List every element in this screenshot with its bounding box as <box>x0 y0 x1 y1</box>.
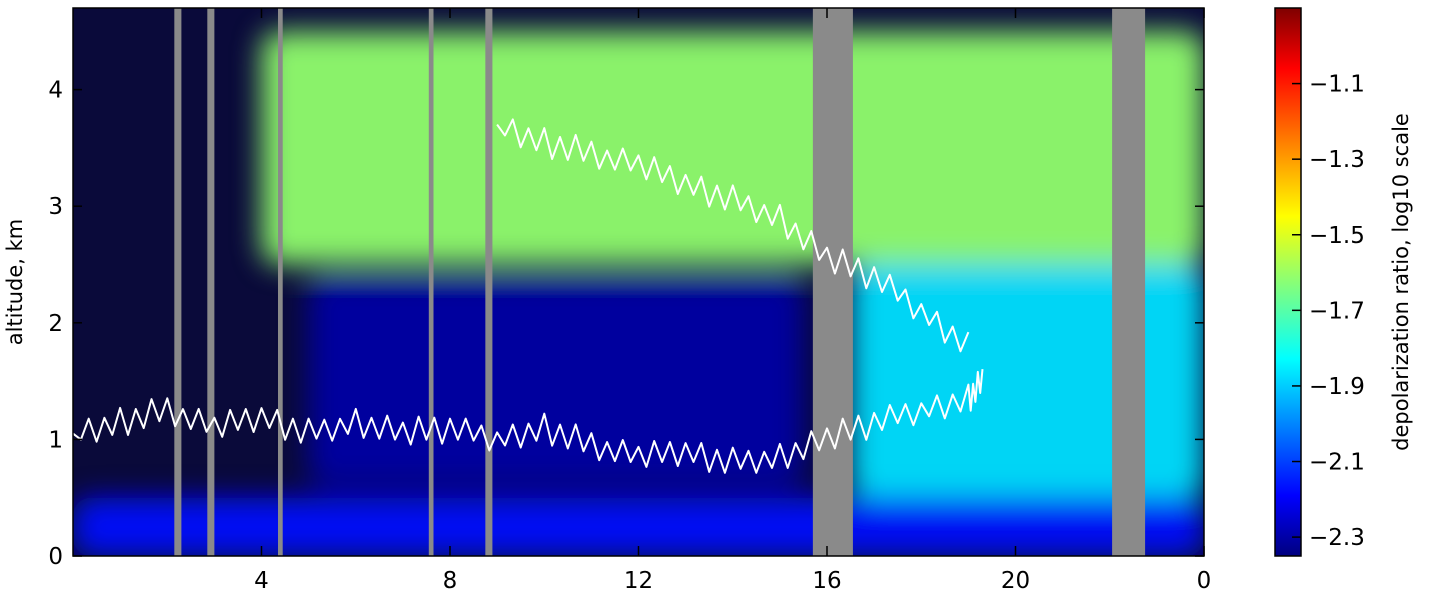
colorbar-tick-label: −2.1 <box>1309 450 1365 476</box>
colorbar: −1.1 −1.3 −1.5 −1.7 −1.9 −2.1 −2.3 depolarizat… <box>1274 7 1413 557</box>
contour-line <box>73 369 984 474</box>
x-tick-label: 12 <box>624 568 653 594</box>
missing-data-gap <box>1112 8 1146 556</box>
y-tick-label: 2 <box>48 311 63 337</box>
plot-area <box>73 8 1204 556</box>
colorbar-tick-label: −1.3 <box>1309 147 1365 173</box>
x-tick-label: 4 <box>254 568 269 594</box>
colorbar-tick-label: −1.1 <box>1309 72 1365 98</box>
colorbar-tick-label: −2.3 <box>1309 525 1365 551</box>
y-tick-label: 1 <box>48 427 63 453</box>
aerosol-layer <box>73 497 1204 556</box>
contour-line <box>496 118 970 353</box>
missing-data-gap <box>812 8 853 556</box>
missing-data-gap <box>277 8 283 556</box>
aerosol-layer <box>308 276 804 487</box>
missing-data-gap <box>485 8 493 556</box>
missing-data-gaps <box>174 8 1146 556</box>
colorbar-tick-label: −1.5 <box>1309 223 1365 249</box>
aerosol-layer <box>850 264 1204 498</box>
x-tick-label: 20 <box>1001 568 1030 594</box>
contour-lines <box>73 118 984 474</box>
y-tick-label: 3 <box>48 194 63 220</box>
y-axis: 0 1 2 3 4 <box>48 78 1204 570</box>
y-tick-label: 0 <box>48 544 63 570</box>
colorbar-tick-label: −1.7 <box>1309 298 1365 324</box>
missing-data-gap <box>207 8 215 556</box>
x-tick-label: 16 <box>812 568 841 594</box>
x-axis: 4 8 12 16 20 0 <box>254 8 1211 594</box>
missing-data-gap <box>174 8 182 556</box>
x-tick-label: 8 <box>443 568 458 594</box>
colorbar-gradient <box>1274 7 1302 557</box>
colorbar-tick-label: −1.9 <box>1309 374 1365 400</box>
colorbar-ticks: −1.1 −1.3 −1.5 −1.7 −1.9 −2.1 −2.3 <box>1292 72 1365 551</box>
x-tick-label: 0 <box>1197 568 1212 594</box>
colorbar-label: depolarization ratio, log10 scale <box>1389 113 1413 451</box>
y-tick-label: 4 <box>48 78 63 104</box>
missing-data-gap <box>428 8 434 556</box>
y-axis-label: altitude, km <box>3 219 27 346</box>
aerosol-layer <box>261 31 1204 265</box>
